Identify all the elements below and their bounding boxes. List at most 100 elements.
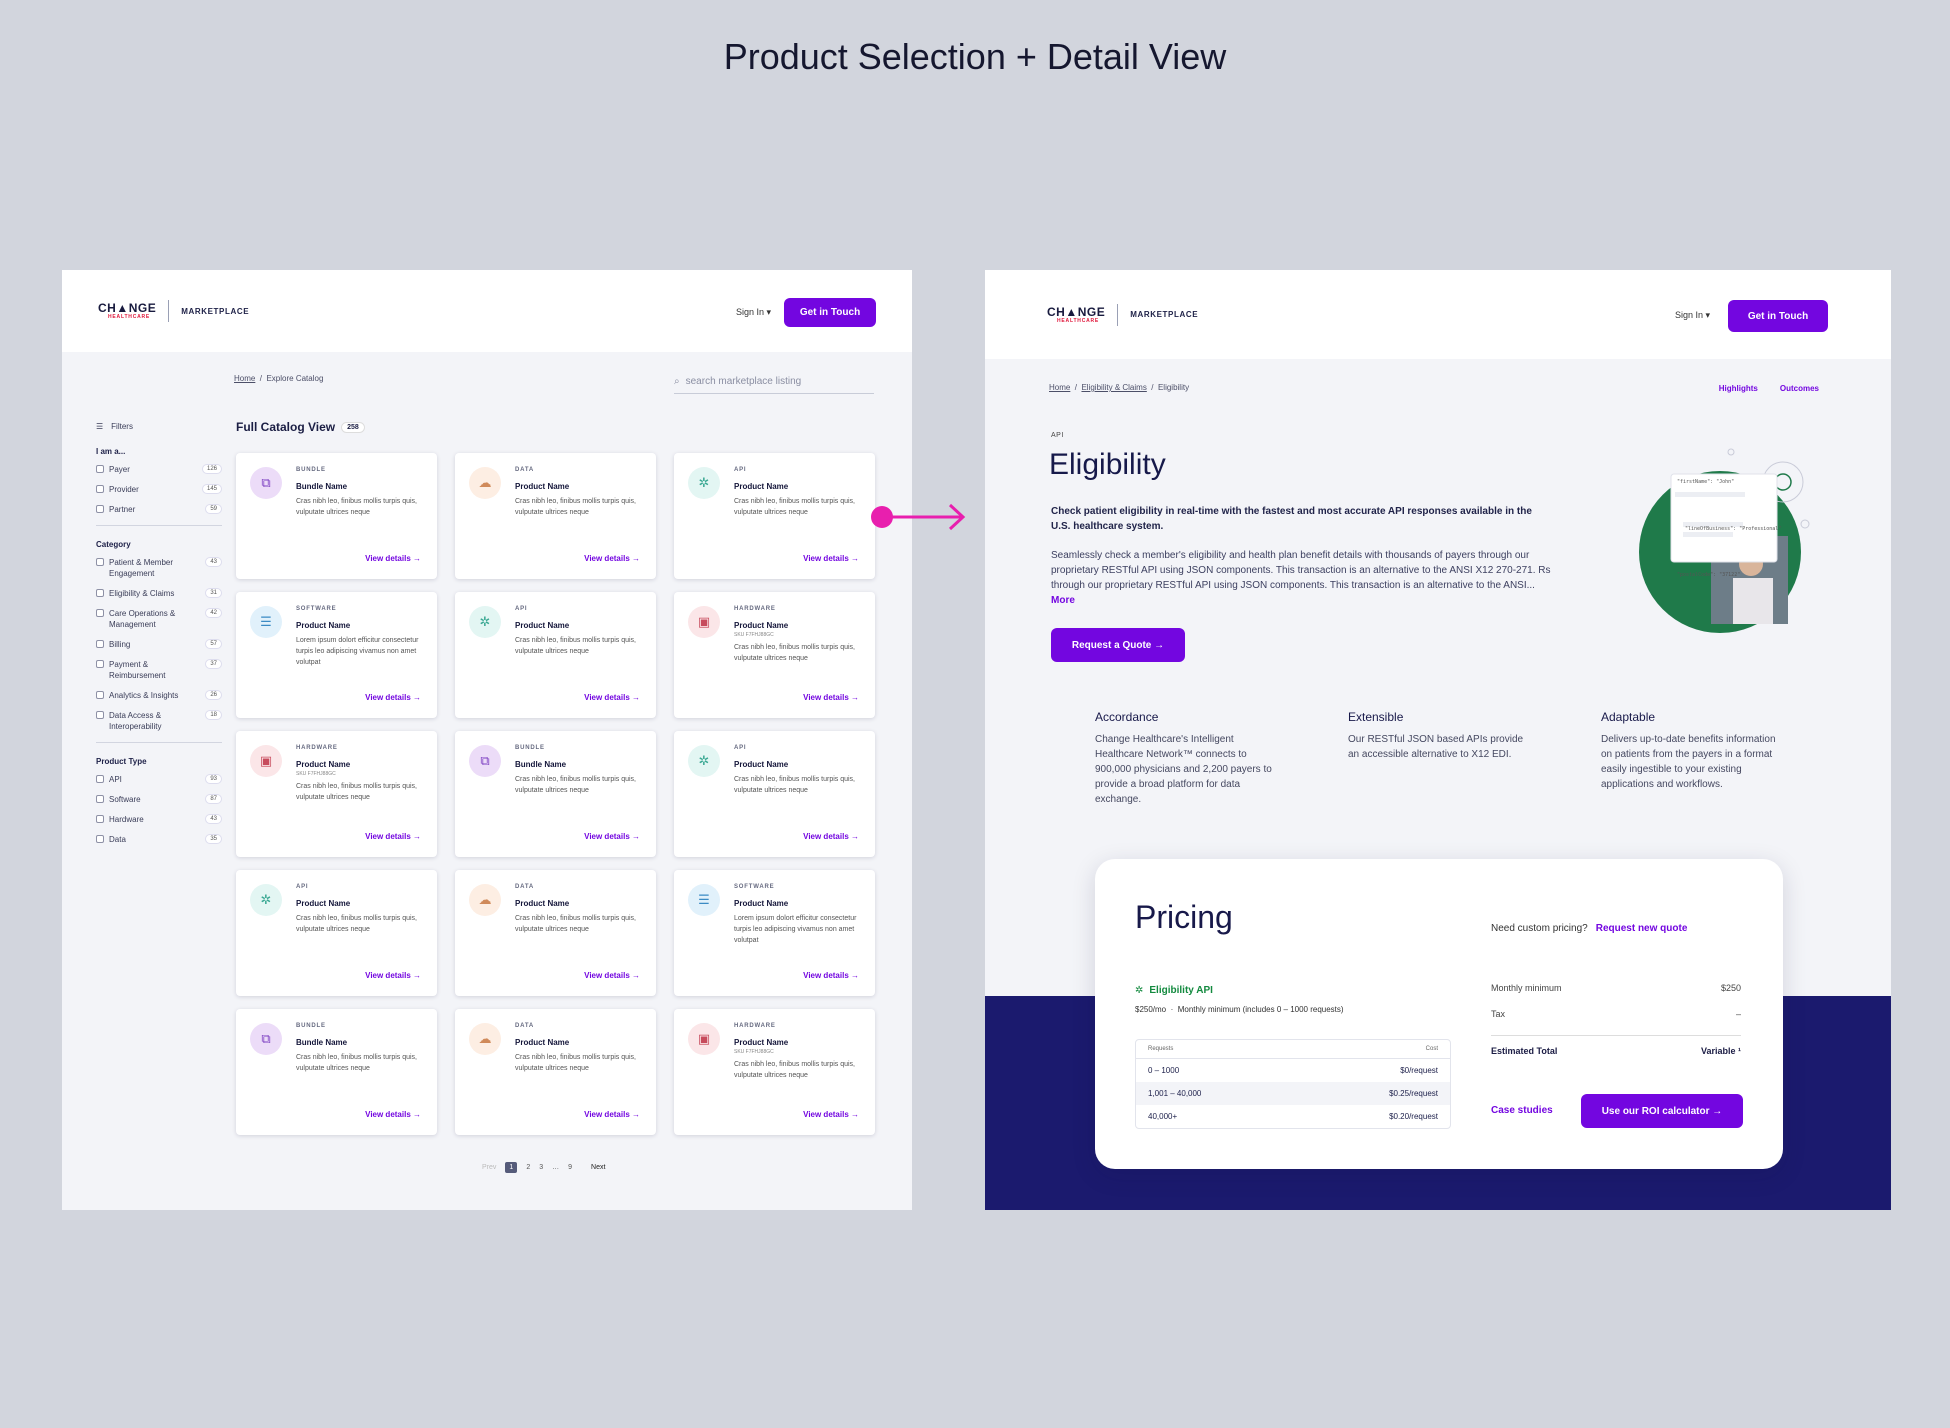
product-card[interactable]: ☁ DATA Product Name Cras nibh leo, finib… <box>455 870 656 996</box>
header: CH▲NGE HEALTHCARE MARKETPLACE Sign In ▾ G… <box>985 270 1891 359</box>
more-link[interactable]: More <box>1051 595 1075 606</box>
code-line: "lineOfBusiness": "Professional" <box>1685 526 1782 532</box>
filter-option[interactable]: Billing 57 <box>96 639 222 650</box>
cloud-icon: ☁ <box>469 884 501 916</box>
checkbox[interactable] <box>96 640 104 648</box>
product-card[interactable]: ▣ HARDWARE Product Name SKU F7FHJ88GC Cr… <box>674 592 875 718</box>
checkbox[interactable] <box>96 589 104 597</box>
view-details-link[interactable]: View details → <box>803 554 859 563</box>
pricing-table: Requests Cost 0 – 1000 $0/request 1,001 – … <box>1135 1039 1451 1129</box>
product-card[interactable]: ☰ SOFTWARE Product Name Lorem ipsum dolo… <box>674 870 875 996</box>
search-input[interactable]: ⌕ search marketplace listing <box>674 370 874 394</box>
filter-heading: Category <box>96 540 131 549</box>
prev-page[interactable]: Prev <box>482 1164 497 1171</box>
filter-option[interactable]: Care Operations & Management 42 <box>96 608 222 630</box>
checkbox[interactable] <box>96 795 104 803</box>
filter-option[interactable]: Provider 145 <box>96 484 222 495</box>
page-3[interactable]: 3 <box>539 1164 544 1171</box>
filter-count: 43 <box>205 557 222 567</box>
sliders-icon: ☰ <box>96 422 104 431</box>
software-icon: ☰ <box>250 606 282 638</box>
code-line: "postalCode": "37122" <box>1677 572 1741 578</box>
bundle-icon: ⧉ <box>250 467 282 499</box>
filter-option[interactable]: Partner 59 <box>96 504 222 515</box>
checkbox[interactable] <box>96 835 104 843</box>
filter-option[interactable]: Data 35 <box>96 834 222 845</box>
product-card[interactable]: ✲ API Product Name Cras nibh leo, finibu… <box>674 731 875 857</box>
breadcrumb-category[interactable]: Eligibility & Claims <box>1081 383 1147 392</box>
pagination: Prev 1 2 3 … 9 Next <box>482 1162 605 1173</box>
product-card[interactable]: ⧉ BUNDLE Bundle Name Cras nibh leo, fini… <box>236 1009 437 1135</box>
checkbox[interactable] <box>96 485 104 493</box>
page-nav: Highlights Outcomes <box>1719 384 1819 393</box>
view-details-link[interactable]: View details → <box>365 971 421 980</box>
product-card[interactable]: ⧉ BUNDLE Bundle Name Cras nibh leo, fini… <box>455 731 656 857</box>
checkbox[interactable] <box>96 505 104 513</box>
view-details-link[interactable]: View details → <box>803 832 859 841</box>
checkbox[interactable] <box>96 775 104 783</box>
request-quote-button[interactable]: Request a Quote → <box>1051 628 1185 662</box>
breadcrumb-home[interactable]: Home <box>1049 383 1071 392</box>
nav-highlights[interactable]: Highlights <box>1718 384 1758 393</box>
request-new-quote-link[interactable]: Request new quote <box>1595 923 1688 934</box>
checkbox[interactable] <box>96 711 104 719</box>
filter-option[interactable]: Data Access & Interoperability 18 <box>96 710 222 732</box>
checkbox[interactable] <box>96 465 104 473</box>
product-card[interactable]: ▣ HARDWARE Product Name SKU F7FHJ88GC Cr… <box>236 731 437 857</box>
description: Seamlessly check a member's eligibility … <box>1051 550 1551 606</box>
get-in-touch-button[interactable]: Get in Touch <box>1728 300 1828 332</box>
breadcrumb-current: Eligibility <box>1157 383 1190 392</box>
product-type: API <box>734 745 747 751</box>
view-details-link[interactable]: View details → <box>584 971 640 980</box>
product-card[interactable]: ✲ API Product Name Cras nibh leo, finibu… <box>674 453 875 579</box>
logo[interactable]: CH▲NGE HEALTHCARE <box>98 301 157 320</box>
product-card[interactable]: ☁ DATA Product Name Cras nibh leo, finib… <box>455 1009 656 1135</box>
filter-option[interactable]: Payment & Reimbursement 37 <box>96 659 222 681</box>
sign-in-dropdown[interactable]: Sign In ▾ <box>736 307 772 317</box>
product-card[interactable]: ✲ API Product Name Cras nibh leo, finibu… <box>236 870 437 996</box>
product-card[interactable]: ✲ API Product Name Cras nibh leo, finibu… <box>455 592 656 718</box>
filter-option[interactable]: Hardware 43 <box>96 814 222 825</box>
logo[interactable]: CH▲NGE HEALTHCARE <box>1047 304 1106 324</box>
view-details-link[interactable]: View details → <box>803 1110 859 1119</box>
page-9[interactable]: 9 <box>568 1164 573 1171</box>
product-card[interactable]: ⧉ BUNDLE Bundle Name Cras nibh leo, fini… <box>236 453 437 579</box>
sign-in-dropdown[interactable]: Sign In ▾ <box>1675 310 1711 320</box>
checkbox[interactable] <box>96 660 104 668</box>
view-details-link[interactable]: View details → <box>584 1110 640 1119</box>
roi-calculator-button[interactable]: Use our ROI calculator → <box>1581 1094 1743 1128</box>
product-description: Cras nibh leo, finibus mollis turpis qui… <box>734 776 855 794</box>
filter-option[interactable]: API 93 <box>96 774 222 785</box>
view-details-link[interactable]: View details → <box>584 693 640 702</box>
filters-toggle[interactable]: ☰ Filters <box>96 422 133 431</box>
view-details-link[interactable]: View details → <box>803 971 859 980</box>
get-in-touch-button[interactable]: Get in Touch <box>784 298 876 327</box>
product-card[interactable]: ☰ SOFTWARE Product Name Lorem ipsum dolo… <box>236 592 437 718</box>
filter-option[interactable]: Software 87 <box>96 794 222 805</box>
view-details-link[interactable]: View details → <box>584 832 640 841</box>
view-details-link[interactable]: View details → <box>365 554 421 563</box>
filter-option[interactable]: Patient & Member Engagement 43 <box>96 557 222 579</box>
checkbox[interactable] <box>96 815 104 823</box>
checkbox[interactable] <box>96 609 104 617</box>
filter-option[interactable]: Analytics & Insights 26 <box>96 690 222 701</box>
view-details-link[interactable]: View details → <box>365 693 421 702</box>
view-details-link[interactable]: View details → <box>584 554 640 563</box>
page-1[interactable]: 1 <box>505 1162 518 1173</box>
checkbox[interactable] <box>96 558 104 566</box>
breadcrumb-home[interactable]: Home <box>234 374 256 383</box>
view-details-link[interactable]: View details → <box>803 693 859 702</box>
page-2[interactable]: 2 <box>526 1164 531 1171</box>
filter-option[interactable]: Eligibility & Claims 31 <box>96 588 222 599</box>
view-details-link[interactable]: View details → <box>365 1110 421 1119</box>
product-card[interactable]: ☁ DATA Product Name Cras nibh leo, finib… <box>455 453 656 579</box>
case-studies-link[interactable]: Case studies <box>1491 1105 1553 1116</box>
filter-option[interactable]: Payer 126 <box>96 464 222 475</box>
nav-outcomes[interactable]: Outcomes <box>1779 384 1819 393</box>
checkbox[interactable] <box>96 691 104 699</box>
next-page[interactable]: Next <box>591 1164 606 1171</box>
product-card[interactable]: ▣ HARDWARE Product Name SKU F7FHJ88GC Cr… <box>674 1009 875 1135</box>
breadcrumb-current: Explore Catalog <box>266 374 324 383</box>
view-details-link[interactable]: View details → <box>365 832 421 841</box>
filter-label: Data <box>109 835 126 844</box>
